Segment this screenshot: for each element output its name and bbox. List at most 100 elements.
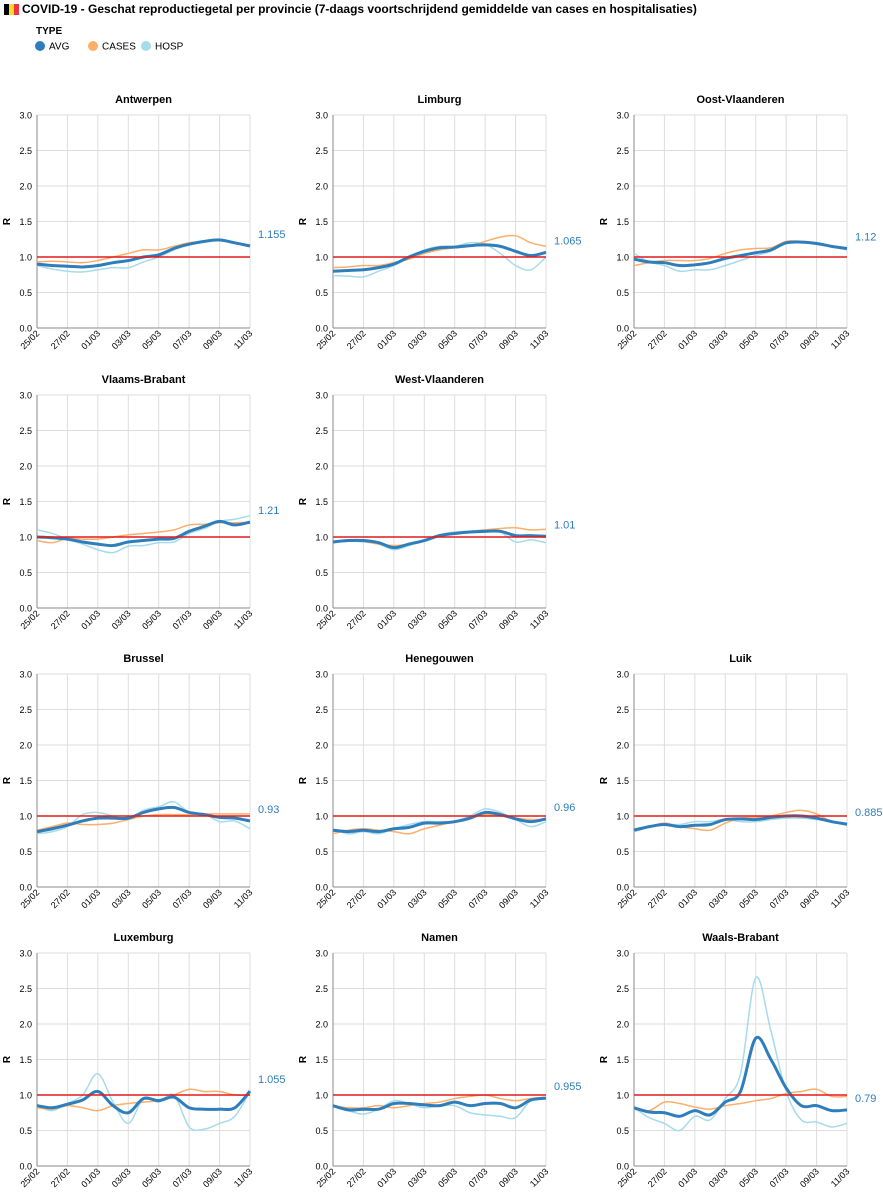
y-tick-label: 2.0: [616, 741, 629, 751]
x-tick-label: 01/03: [79, 887, 102, 910]
legend-swatch: [88, 41, 98, 51]
series-line: [36, 805, 251, 834]
y-tick-label: 2.5: [315, 426, 328, 436]
y-tick-label: 2.5: [19, 146, 32, 156]
series-line: [633, 1088, 848, 1112]
y-tick-label: 2.0: [616, 1020, 629, 1030]
x-tick-label: 07/03: [467, 887, 490, 910]
y-tick-label: 3.0: [616, 670, 629, 680]
x-tick-label: 27/02: [345, 1166, 368, 1189]
x-tick-label: 09/03: [497, 328, 520, 351]
legend-label: CASES: [102, 42, 136, 53]
end-label: 0.93: [258, 804, 279, 816]
y-tick-label: 2.0: [315, 462, 328, 472]
series-line: [633, 1035, 848, 1118]
y-tick-label: 2.0: [315, 182, 328, 192]
y-tick-label: 0.5: [19, 288, 32, 298]
y-axis-label: R: [298, 217, 309, 225]
y-tick-label: 3.0: [19, 391, 32, 401]
series-line: [633, 814, 848, 832]
x-tick-label: 11/03: [528, 328, 551, 351]
x-tick-label: 09/03: [201, 1166, 224, 1189]
end-label: 1.055: [258, 1074, 286, 1086]
legend-title: TYPE: [36, 26, 62, 37]
y-tick-label: 0.5: [616, 288, 629, 298]
chart-title: Henegouwen: [405, 653, 474, 665]
y-tick-label: 0.0: [315, 883, 328, 893]
x-tick-label: 05/03: [737, 887, 760, 910]
y-axis-label: R: [298, 776, 309, 784]
x-tick-label: 27/02: [49, 887, 72, 910]
series-line: [332, 243, 547, 273]
y-tick-label: 1.5: [315, 776, 328, 786]
x-tick-label: 05/03: [140, 1166, 163, 1189]
end-label: 1.155: [258, 229, 286, 241]
y-axis-label: R: [2, 497, 13, 505]
legend-swatch: [141, 41, 151, 51]
y-axis-label: R: [2, 1055, 13, 1063]
page-title: COVID-19 - Geschat reproductiegetal per …: [22, 2, 697, 16]
end-label: 1.12: [855, 231, 876, 243]
x-tick-label: 05/03: [436, 328, 459, 351]
end-label: 1.065: [554, 235, 582, 247]
y-tick-label: 1.5: [19, 497, 32, 507]
chart-title: Vlaams-Brabant: [102, 374, 186, 386]
x-tick-label: 27/02: [49, 328, 72, 351]
y-tick-label: 3.0: [315, 949, 328, 959]
y-tick-label: 1.5: [315, 217, 328, 227]
y-tick-label: 3.0: [315, 670, 328, 680]
x-tick-label: 07/03: [171, 887, 194, 910]
y-tick-label: 0.0: [19, 1162, 32, 1172]
y-axis-label: R: [2, 217, 13, 225]
x-tick-label: 01/03: [79, 608, 102, 631]
end-label: 0.885: [855, 807, 883, 819]
x-tick-label: 05/03: [436, 1166, 459, 1189]
chart-title: Luik: [729, 653, 752, 665]
y-tick-label: 2.5: [19, 705, 32, 715]
x-tick-label: 07/03: [467, 1166, 490, 1189]
y-tick-label: 0.0: [616, 1162, 629, 1172]
legend-label: HOSP: [155, 42, 184, 53]
x-tick-label: 01/03: [375, 887, 398, 910]
chart-title: West-Vlaanderen: [395, 374, 484, 386]
y-tick-label: 1.0: [19, 1091, 32, 1101]
series-line: [36, 238, 251, 264]
y-tick-label: 0.0: [616, 883, 629, 893]
y-tick-label: 1.0: [19, 812, 32, 822]
x-tick-label: 11/03: [232, 1166, 255, 1189]
x-tick-label: 11/03: [829, 1166, 852, 1189]
series-line: [332, 234, 547, 269]
series-line: [332, 1096, 547, 1112]
chart-title: Waals-Brabant: [702, 932, 779, 944]
y-tick-label: 0.0: [315, 1162, 328, 1172]
y-tick-label: 2.0: [19, 462, 32, 472]
x-tick-label: 27/02: [49, 608, 72, 631]
y-tick-label: 2.5: [19, 426, 32, 436]
y-tick-label: 1.5: [315, 1055, 328, 1065]
series-line: [36, 238, 251, 269]
y-tick-label: 1.5: [19, 217, 32, 227]
y-tick-label: 0.0: [315, 604, 328, 614]
y-tick-label: 3.0: [616, 949, 629, 959]
x-tick-label: 03/03: [406, 1166, 429, 1189]
x-tick-label: 07/03: [768, 328, 791, 351]
x-tick-label: 11/03: [232, 328, 255, 351]
x-tick-label: 01/03: [676, 1166, 699, 1189]
x-tick-label: 01/03: [79, 1166, 102, 1189]
y-tick-label: 2.0: [315, 741, 328, 751]
x-tick-label: 09/03: [497, 608, 520, 631]
series-line: [633, 976, 848, 1132]
end-label: 0.955: [554, 1081, 582, 1093]
y-tick-label: 0.5: [616, 847, 629, 857]
y-tick-label: 2.0: [19, 741, 32, 751]
x-tick-label: 05/03: [140, 887, 163, 910]
x-tick-label: 03/03: [406, 608, 429, 631]
end-label: 0.79: [855, 1093, 876, 1105]
y-tick-label: 0.5: [315, 847, 328, 857]
y-tick-label: 2.5: [616, 984, 629, 994]
y-tick-label: 3.0: [315, 111, 328, 121]
x-tick-label: 09/03: [798, 887, 821, 910]
y-tick-label: 1.0: [315, 253, 328, 263]
x-tick-label: 09/03: [497, 1166, 520, 1189]
